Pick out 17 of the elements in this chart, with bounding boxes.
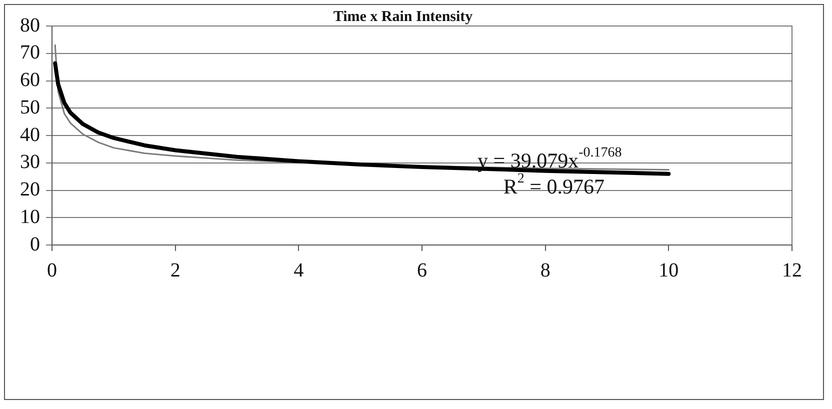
x-tick-label: 4 bbox=[294, 259, 304, 282]
y-tick-label: 0 bbox=[30, 233, 40, 256]
y-tick-label: 30 bbox=[20, 151, 40, 174]
x-tick-label: 2 bbox=[170, 259, 180, 282]
y-tick-label: 50 bbox=[20, 96, 40, 118]
y-tick-label: 10 bbox=[20, 206, 40, 228]
x-tick-label: 10 bbox=[658, 259, 679, 282]
y-tick-label: 20 bbox=[20, 178, 40, 200]
y-tick-label: 60 bbox=[20, 69, 40, 91]
x-tick-label: 6 bbox=[417, 259, 427, 282]
y-tick-label: 40 bbox=[20, 124, 40, 146]
x-tick-label: 8 bbox=[540, 259, 550, 282]
x-tick-label: 0 bbox=[47, 259, 57, 282]
chart-title: Time x Rain Intensity bbox=[333, 8, 474, 25]
x-tick-label: 12 bbox=[782, 259, 802, 282]
y-tick-label: 80 bbox=[20, 14, 40, 36]
y-tick-label: 70 bbox=[20, 42, 40, 64]
